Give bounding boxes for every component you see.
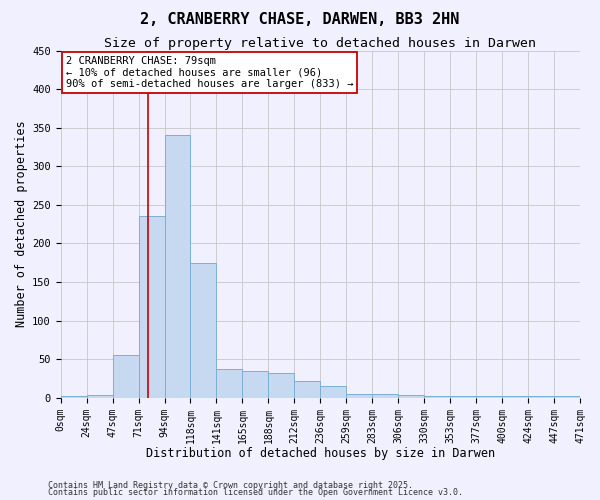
Bar xyxy=(242,371,268,398)
Bar xyxy=(346,394,372,398)
Bar xyxy=(295,381,320,398)
Bar xyxy=(372,394,398,398)
Text: 2, CRANBERRY CHASE, DARWEN, BB3 2HN: 2, CRANBERRY CHASE, DARWEN, BB3 2HN xyxy=(140,12,460,28)
Bar xyxy=(217,368,242,398)
Bar xyxy=(398,395,424,398)
Bar xyxy=(424,396,450,398)
Bar xyxy=(86,395,113,398)
Bar xyxy=(450,396,476,398)
Bar xyxy=(268,373,295,398)
X-axis label: Distribution of detached houses by size in Darwen: Distribution of detached houses by size … xyxy=(146,447,495,460)
Title: Size of property relative to detached houses in Darwen: Size of property relative to detached ho… xyxy=(104,38,536,51)
Bar xyxy=(502,396,528,398)
Text: Contains public sector information licensed under the Open Government Licence v3: Contains public sector information licen… xyxy=(48,488,463,497)
Bar xyxy=(164,136,190,398)
Bar xyxy=(190,263,217,398)
Bar xyxy=(554,396,580,398)
Text: 2 CRANBERRY CHASE: 79sqm
← 10% of detached houses are smaller (96)
90% of semi-d: 2 CRANBERRY CHASE: 79sqm ← 10% of detach… xyxy=(66,56,353,89)
Bar xyxy=(61,396,86,398)
Y-axis label: Number of detached properties: Number of detached properties xyxy=(15,121,28,328)
Bar xyxy=(528,396,554,398)
Bar xyxy=(476,396,502,398)
Text: Contains HM Land Registry data © Crown copyright and database right 2025.: Contains HM Land Registry data © Crown c… xyxy=(48,480,413,490)
Bar xyxy=(139,216,164,398)
Bar xyxy=(320,386,346,398)
Bar xyxy=(113,356,139,398)
